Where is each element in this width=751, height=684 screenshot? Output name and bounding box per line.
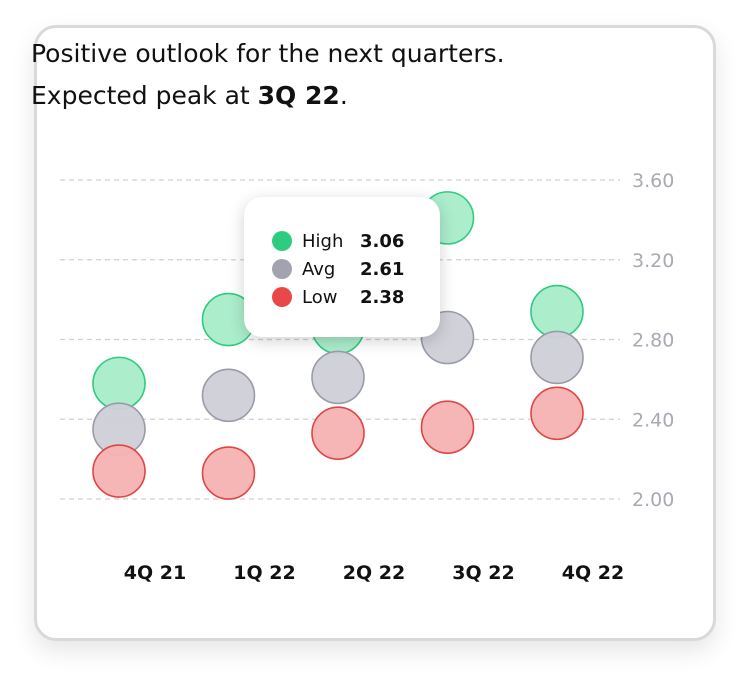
point-low[interactable] [530,386,584,441]
point-low[interactable] [311,406,365,461]
tooltip-label: Avg [302,258,336,280]
x-category-label: 2Q 22 [343,562,405,584]
point-low[interactable] [201,446,256,500]
y-tick-label: 2.00 [632,489,674,511]
y-tick-label: 2.40 [632,409,674,431]
headline-line1: Positive outlook for the next quarters. [31,39,505,68]
point-high[interactable] [92,356,146,411]
tooltip-label: High [302,230,344,252]
x-category-label: 4Q 22 [562,562,624,584]
point-avg[interactable] [311,350,365,405]
low-dot-icon [272,287,292,307]
tooltip: High 3.06 Avg 2.61 Low 2.38 [244,197,440,337]
x-category-label: 1Q 22 [233,562,295,584]
data-points [92,191,584,500]
y-tick-label: 2.80 [632,330,674,352]
headline-peak: 3Q 22 [257,81,340,110]
headline-line2-suffix: . [339,81,348,110]
tooltip-row-high: High 3.06 [272,227,440,255]
tooltip-label: Low [302,286,338,308]
tooltip-value: 2.61 [360,258,405,280]
point-high[interactable] [530,284,584,339]
point-avg[interactable] [530,330,584,385]
y-axis-ticks: 2.00 2.40 2.80 3.20 3.60 [632,170,674,511]
point-avg[interactable] [201,368,256,423]
headline-line2-prefix: Expected peak at [31,81,258,110]
x-category-label: 3Q 22 [452,562,514,584]
x-axis-labels: 4Q 21 1Q 22 2Q 22 3Q 22 4Q 22 [124,562,624,584]
tooltip-value: 2.38 [360,286,405,308]
point-low[interactable] [420,400,475,455]
tooltip-value: 3.06 [360,230,405,252]
y-tick-label: 3.60 [632,170,674,192]
point-low[interactable] [92,444,146,498]
avg-dot-icon [272,259,292,279]
x-category-label: 4Q 21 [124,562,186,584]
headline: Positive outlook for the next quarters. … [31,33,651,117]
y-tick-label: 3.20 [632,250,674,272]
tooltip-row-avg: Avg 2.61 [272,255,440,283]
tooltip-row-low: Low 2.38 [272,283,440,311]
high-dot-icon [272,231,292,251]
